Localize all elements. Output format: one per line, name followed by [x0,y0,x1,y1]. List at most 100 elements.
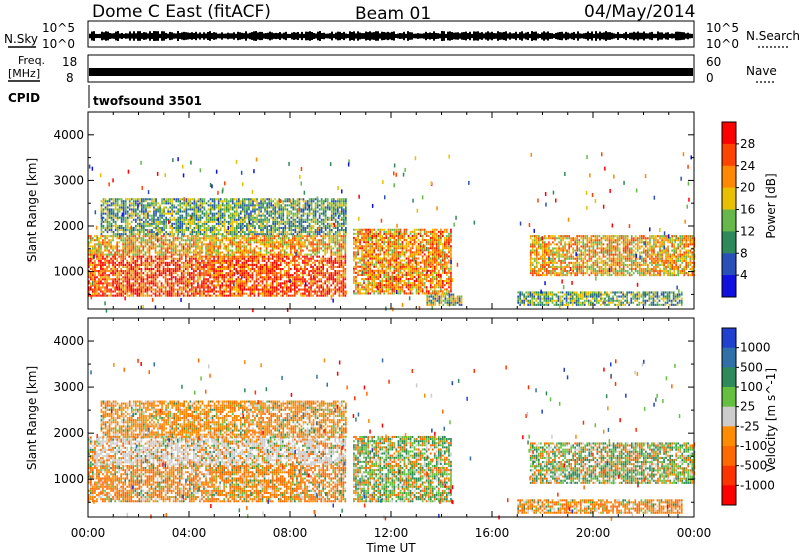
range-cell [279,272,282,275]
range-cell [201,204,204,207]
range-cell [134,274,137,277]
range-cell [94,249,96,252]
range-cell [294,243,296,246]
range-cell [116,231,119,234]
range-cell [231,222,234,225]
range-cell [266,220,268,223]
range-cell [286,288,288,291]
range-cell [286,245,288,248]
range-cell [265,251,268,254]
range-cell [182,272,185,275]
range-cell [316,280,318,283]
range-cell [122,212,125,215]
range-cell [247,243,250,246]
range-cell [217,247,219,250]
range-cell [195,288,197,291]
range-cell [173,198,175,201]
range-cell [259,284,262,287]
range-cell [245,265,248,268]
range-cell [137,218,139,221]
range-cell [151,204,153,207]
range-cell [342,286,345,289]
range-cell [213,284,215,287]
range-cell [243,247,246,250]
range-cell [263,243,266,246]
range-cell [114,261,116,264]
range-cell [152,247,155,250]
range-cell [162,241,165,244]
range-cell [264,200,266,203]
range-cell [340,261,343,264]
range-cell [280,218,283,221]
range-cell [292,253,294,256]
range-cell [100,212,103,215]
range-cell [132,284,135,287]
range-cell [203,263,205,266]
range-cell [136,247,139,250]
range-cell [116,204,119,207]
range-cell [296,243,298,246]
range-cell [296,204,299,207]
range-cell [171,231,173,234]
range-cell [172,270,175,273]
range-cell [330,218,333,221]
range-cell [304,208,307,211]
range-cell [242,210,244,213]
range-cell [187,290,189,293]
range-cell [338,259,341,262]
range-cell [330,263,333,266]
range-cell [261,280,264,283]
range-cell [162,243,165,246]
range-cell [298,218,301,221]
range-cell [211,255,213,258]
range-cell [128,261,131,264]
range-cell [149,222,151,225]
range-cell [209,245,211,248]
range-cell [128,202,131,205]
range-cell [276,204,279,207]
range-cell [199,294,201,297]
range-cell [304,220,307,223]
range-cell [139,202,141,205]
range-cell [244,206,246,209]
range-cell [302,245,304,248]
range-cell [320,272,322,275]
range-cell [170,245,173,248]
range-cell [211,249,213,252]
range-cell [231,218,234,221]
range-cell [180,245,183,248]
range-cell [312,220,315,223]
range-cell [308,294,310,297]
range-cell [288,280,290,283]
range-cell [294,280,296,283]
range-cell [334,288,337,291]
range-cell [181,214,184,217]
range-cell [175,198,178,201]
range-cell [322,218,325,221]
range-cell [261,270,264,273]
range-cell [262,200,264,203]
range-cell [261,286,264,289]
range-cell [108,220,111,223]
range-cell [338,286,341,289]
range-cell [247,280,250,283]
range-cell [231,237,234,240]
range-cell [110,245,112,248]
range-cell [314,231,317,234]
range-cell [247,274,250,277]
range-cell [235,243,238,246]
range-cell [98,255,100,258]
range-cell [120,274,122,277]
range-cell [277,255,280,258]
range-cell [292,243,294,246]
range-cell [262,198,264,201]
range-cell [108,253,110,256]
range-cell [191,288,193,291]
range-cell [98,259,100,262]
range-cell [276,212,279,215]
range-cell [118,290,120,293]
range-cell [179,226,182,229]
range-cell [251,278,254,281]
range-cell [165,200,167,203]
range-cell [255,261,258,264]
